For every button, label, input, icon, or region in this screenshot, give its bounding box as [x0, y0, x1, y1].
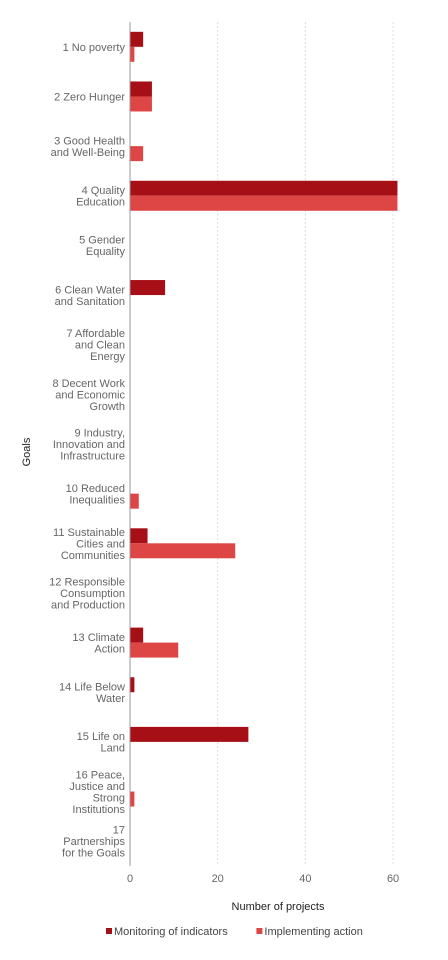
category-label-3: 4 Quality Education: [76, 185, 125, 209]
category-label-0: 1 No poverty: [63, 42, 126, 54]
bar-s0-c1: [130, 81, 152, 97]
category-label-1: 2 Zero Hunger: [54, 91, 125, 103]
category-label-11: 12 Responsible Consumption and Production: [49, 576, 125, 611]
bar-s1-c15: [130, 791, 135, 807]
x-tick-label-3: 60: [387, 873, 399, 885]
category-label-6: 7 Affordable and Clean Energy: [66, 328, 125, 363]
bars: [130, 31, 398, 807]
x-tick-label-2: 40: [299, 873, 311, 885]
bar-s0-c0: [130, 31, 144, 47]
legend: Monitoring of indicators Implementing act…: [106, 926, 363, 938]
category-label-7: 8 Decent Work and Economic Growth: [52, 378, 125, 413]
category-label-13: 14 Life Below Water: [59, 681, 125, 705]
bar-s1-c0: [130, 46, 135, 62]
bar-s1-c9: [130, 493, 139, 509]
x-tick-label-1: 20: [212, 873, 224, 885]
bar-s1-c10: [130, 543, 236, 559]
category-label-16: 17 Partnerships for the Goals: [62, 825, 125, 860]
bar-s1-c2: [130, 146, 144, 162]
x-tick-labels: 0 20 40 60: [127, 873, 399, 885]
category-label-4: 5 Gender Equality: [79, 235, 125, 258]
category-label-5: 6 Clean Water and Sanitation: [55, 284, 126, 308]
category-label-15: 16 Peace, Justice and Strong Institutions: [69, 769, 125, 816]
legend-label-0: Monitoring of indicators: [114, 926, 228, 938]
x-tick-label-0: 0: [127, 873, 133, 885]
legend-label-1: Implementing action: [264, 926, 362, 938]
grid-lines: [217, 22, 394, 866]
category-label-14: 15 Life on Land: [77, 731, 125, 755]
bar-s1-c12: [130, 642, 179, 658]
category-label-8: 9 Industry, Innovation and Infrastructure: [53, 428, 125, 463]
y-axis-title: Goals: [21, 437, 33, 466]
bar-s0-c13: [130, 677, 135, 693]
bar-s0-c3: [130, 180, 398, 196]
category-label-12: 13 Climate Action: [72, 632, 125, 656]
category-label-2: 3 Good Health and Well-Being: [51, 135, 125, 159]
bar-s0-c14: [130, 726, 249, 742]
bar-s0-c12: [130, 627, 144, 643]
bar-s0-c5: [130, 280, 166, 296]
bar-s0-c10: [130, 528, 148, 544]
bar-s1-c1: [130, 96, 152, 112]
legend-swatch-1: [256, 928, 263, 934]
category-label-10: 11 Sustainable Cities and Communities: [53, 527, 125, 562]
category-labels: 1 No poverty 2 Zero Hunger 3 Good Health an…: [49, 42, 125, 860]
bar-s1-c3: [130, 195, 398, 211]
x-axis-title: Number of projects: [232, 901, 325, 913]
legend-swatch-0: [106, 928, 112, 934]
category-label-9: 10 Reduced Inequalities: [66, 483, 126, 507]
